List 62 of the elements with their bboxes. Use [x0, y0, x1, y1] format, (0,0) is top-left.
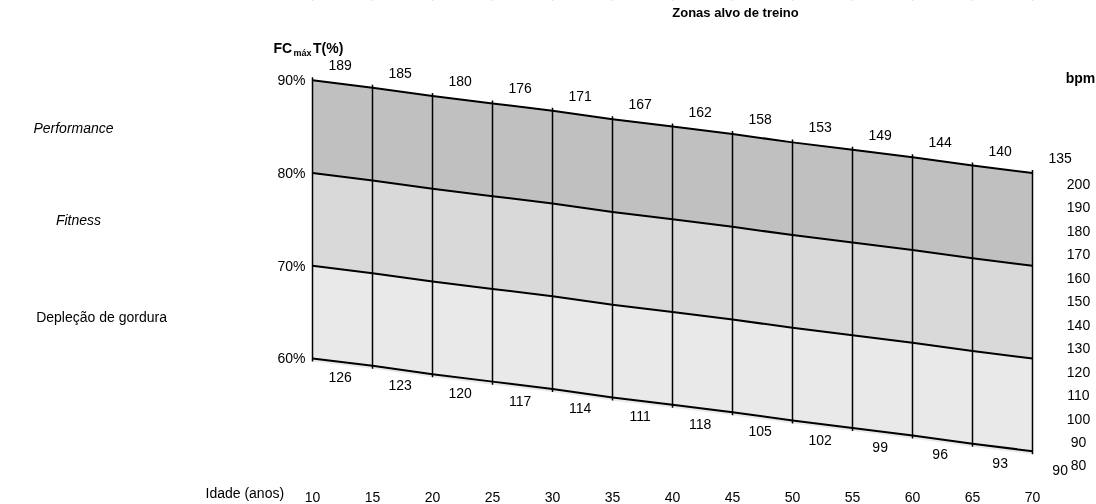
y2-tick-label: 200 [1066, 175, 1091, 192]
annotation: 99 [872, 439, 889, 455]
x-tick-label: 45 [724, 488, 741, 504]
annotation: 90 [1052, 462, 1069, 479]
annotation: 135 [1048, 149, 1073, 166]
annotation: Performance [33, 119, 114, 136]
y2-tick-label: 190 [1066, 199, 1091, 216]
y2-tick-label: 110 [1067, 387, 1090, 404]
x-tick-label: 35 [604, 488, 621, 504]
annotation: 144 [928, 134, 953, 151]
y2-tick-label: 120 [1066, 363, 1091, 380]
annotation: Depleção de gordura [36, 308, 168, 325]
annotation: 102 [808, 431, 833, 448]
x-tick-label: 50 [784, 488, 801, 504]
annotation: 171 [568, 87, 593, 104]
annotation: 96 [932, 446, 949, 463]
annotation: 118 [688, 415, 712, 432]
y2-tick-label: 130 [1066, 340, 1091, 357]
y2-tick-label: 90 [1070, 434, 1087, 450]
y-tick-label: 60% [277, 350, 306, 367]
chart-title: Zonas alvo de treino [672, 5, 799, 20]
annotation: 158 [748, 111, 773, 128]
x-tick-label: 70 [1024, 488, 1041, 504]
y2-tick-label: 170 [1066, 246, 1091, 263]
annotation: 114 [568, 400, 592, 417]
annotation: 105 [748, 423, 773, 440]
annotation: 153 [808, 119, 833, 136]
annotation: 185 [388, 64, 413, 81]
y2-axis-title: bpm [1065, 69, 1096, 86]
annotation: 180 [448, 73, 473, 90]
y-tick-label: 70% [277, 257, 306, 274]
x-tick-label: 60 [904, 488, 921, 504]
x-tick-label: 10 [304, 488, 321, 504]
annotation: 120 [448, 385, 473, 402]
annotation: 176 [508, 80, 533, 97]
x-tick-label: 15 [364, 488, 381, 504]
annotation: 126 [328, 369, 353, 386]
x-axis-title: Idade (anos) [205, 484, 285, 501]
annotation: 140 [988, 142, 1013, 159]
annotation: 149 [868, 126, 893, 143]
x-tick-label: 25 [484, 488, 501, 504]
annotation: 123 [388, 376, 413, 393]
y-tick-label: 80% [277, 164, 306, 181]
annotation: 111 [629, 408, 651, 425]
y-tick-label: 90% [277, 72, 306, 89]
y2-tick-label: 180 [1066, 222, 1091, 239]
x-tick-label: 65 [964, 488, 981, 504]
annotation: 93 [992, 454, 1009, 471]
y2-tick-label: 100 [1066, 410, 1091, 427]
x-tick-label: 30 [544, 488, 561, 504]
x-tick-label: 40 [664, 488, 681, 504]
x-tick-label: 55 [844, 488, 861, 504]
annotation: Fitness [55, 211, 102, 228]
x-tick-label: 20 [424, 488, 441, 504]
y2-tick-label: 160 [1066, 269, 1091, 286]
annotation: 162 [688, 103, 713, 120]
y2-tick-label: 80 [1070, 457, 1087, 474]
y2-tick-label: 140 [1066, 316, 1091, 333]
annotation: 117 [508, 392, 532, 409]
annotation: 189 [328, 57, 353, 74]
annotation: 167 [628, 96, 653, 113]
y2-tick-label: 150 [1066, 293, 1091, 310]
